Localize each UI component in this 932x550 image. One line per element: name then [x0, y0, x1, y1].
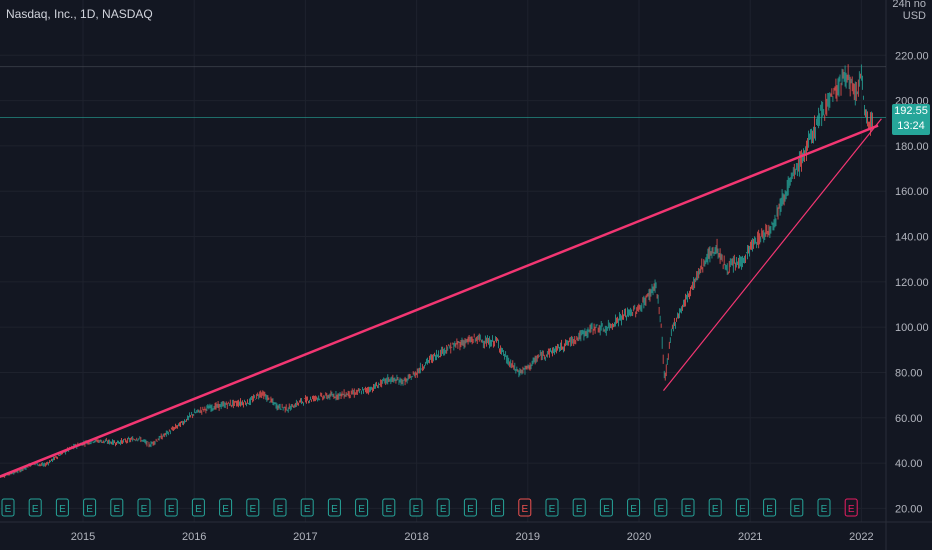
earnings-marker-label: E: [603, 504, 610, 515]
earnings-marker-label: E: [793, 504, 800, 515]
y-tick-label: 80.00: [895, 367, 923, 379]
x-tick-label: 2018: [404, 531, 428, 543]
earnings-marker: [327, 498, 341, 517]
earnings-marker: [708, 498, 722, 517]
earnings-marker: [28, 498, 42, 517]
y-tick-label: 180.00: [895, 141, 929, 153]
earnings-marker-label: E: [331, 504, 338, 515]
last-price-tag: 192.55 13:24: [892, 104, 930, 135]
earnings-marker-label: E: [440, 504, 447, 515]
earnings-marker: [599, 498, 613, 517]
earnings-marker: [164, 498, 178, 517]
earnings-marker-label: E: [385, 504, 392, 515]
x-tick-label: 2017: [293, 531, 317, 543]
earnings-marker-label: E: [549, 504, 556, 515]
chart-title: Nasdaq, Inc., 1D, NASDAQ: [6, 7, 153, 21]
y-tick-label: 120.00: [895, 277, 929, 289]
y-tick-label: 20.00: [895, 503, 923, 515]
earnings-marker-label: E: [576, 504, 583, 515]
earnings-marker-label: E: [657, 504, 664, 515]
earnings-marker: [491, 498, 505, 517]
earnings-marker: [55, 498, 69, 517]
x-tick-label: 2020: [627, 531, 651, 543]
earnings-marker: [83, 498, 97, 517]
earnings-marker-label: E: [467, 504, 474, 515]
earnings-marker-label: E: [821, 504, 828, 515]
earnings-marker: [219, 498, 233, 517]
earnings-marker: [137, 498, 151, 517]
earnings-marker: [1, 498, 15, 517]
earnings-marker: [735, 498, 749, 517]
earnings-marker-label: E: [494, 504, 501, 515]
earnings-marker: [572, 498, 586, 517]
y-tick-label: 220.00: [895, 50, 929, 62]
earnings-marker: [463, 498, 477, 517]
earnings-marker-label: E: [277, 504, 284, 515]
earnings-marker-label: E: [113, 504, 120, 515]
earnings-marker: [654, 498, 668, 517]
y-tick-label: 60.00: [895, 413, 923, 425]
y-tick-label: 140.00: [895, 232, 929, 244]
earnings-marker-label: E: [685, 504, 692, 515]
earnings-marker-label: E: [630, 504, 637, 515]
y-tick-label: 40.00: [895, 458, 923, 470]
earnings-marker-label: E: [766, 504, 773, 515]
y-tick-label: 100.00: [895, 322, 929, 334]
earnings-marker-label: E: [86, 504, 93, 515]
x-tick-label: 2016: [182, 531, 206, 543]
earnings-marker-label: E: [413, 504, 420, 515]
earnings-marker-label: E: [59, 504, 66, 515]
earnings-marker-label: E: [249, 504, 256, 515]
earnings-marker: [409, 498, 423, 517]
earnings-marker-label: E: [739, 504, 746, 515]
earnings-marker: [300, 498, 314, 517]
earnings-marker-label: E: [5, 504, 12, 515]
earnings-marker: [191, 498, 205, 517]
x-tick-label: 2019: [516, 531, 540, 543]
earnings-marker: [246, 498, 260, 517]
earnings-marker: [110, 498, 124, 517]
x-tick-label: 2021: [738, 531, 762, 543]
earnings-marker-label: E: [521, 504, 528, 515]
earnings-marker: [355, 498, 369, 517]
price-units: 24h no USD: [892, 0, 926, 22]
bar-countdown: 13:24: [897, 120, 925, 132]
y-tick-label: 160.00: [895, 186, 929, 198]
earnings-marker-label: E: [168, 504, 175, 515]
earnings-marker: [518, 498, 532, 517]
earnings-marker-label: E: [358, 504, 365, 515]
earnings-marker-label: E: [848, 504, 855, 515]
currency-label: USD: [902, 10, 926, 22]
earnings-marker-label: E: [304, 504, 311, 515]
x-tick-label: 2022: [849, 531, 873, 543]
last-price-value: 192.55: [894, 105, 928, 117]
earnings-marker: [681, 498, 695, 517]
earnings-marker: [436, 498, 450, 517]
earnings-marker-label: E: [712, 504, 719, 515]
earnings-marker-label: E: [32, 504, 39, 515]
earnings-marker: [790, 498, 804, 517]
earnings-marker-label: E: [222, 504, 229, 515]
earnings-marker: [627, 498, 641, 517]
trendline: [0, 124, 879, 478]
earnings-marker: [844, 498, 858, 517]
earnings-marker: [817, 498, 831, 517]
trendline: [662, 118, 882, 391]
earnings-marker-label: E: [141, 504, 148, 515]
earnings-marker-label: E: [195, 504, 202, 515]
earnings-marker: [545, 498, 559, 517]
x-tick-label: 2015: [71, 531, 95, 543]
earnings-marker: [273, 498, 287, 517]
earnings-marker: [382, 498, 396, 517]
interval-label: 24h no: [892, 0, 926, 10]
earnings-marker: [763, 498, 777, 517]
